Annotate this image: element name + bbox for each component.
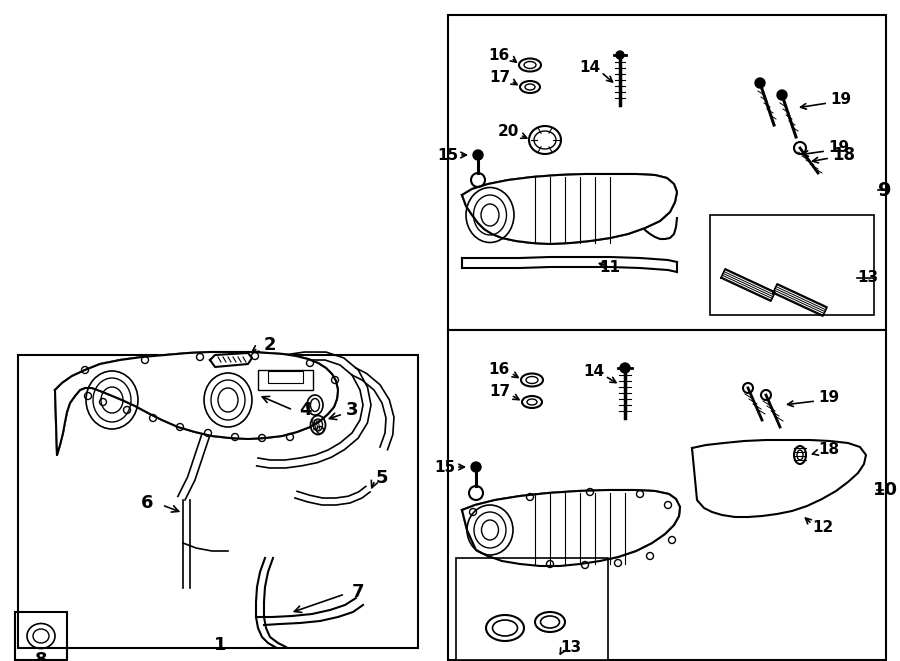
Circle shape: [321, 613, 327, 619]
Bar: [448, 15, 886, 330]
Text: 18: 18: [818, 442, 839, 457]
Text: 15: 15: [436, 147, 458, 163]
Circle shape: [181, 571, 185, 575]
Circle shape: [324, 503, 328, 507]
Circle shape: [181, 498, 185, 502]
Text: 11: 11: [599, 260, 620, 276]
Text: 10: 10: [872, 481, 897, 499]
Circle shape: [232, 368, 238, 373]
Circle shape: [196, 465, 202, 471]
Bar: [456, 558, 608, 660]
Circle shape: [278, 362, 283, 367]
Text: 1: 1: [214, 636, 226, 654]
Circle shape: [325, 358, 330, 364]
Circle shape: [303, 454, 308, 459]
Circle shape: [208, 432, 212, 438]
Text: 7: 7: [352, 583, 365, 601]
Circle shape: [272, 457, 276, 463]
Circle shape: [356, 421, 360, 426]
Circle shape: [308, 500, 312, 504]
Text: 14: 14: [579, 61, 600, 75]
Text: 3: 3: [346, 401, 358, 419]
Text: 19: 19: [818, 391, 839, 405]
Bar: [258, 370, 313, 390]
Text: 5: 5: [376, 469, 388, 487]
Circle shape: [349, 373, 355, 377]
Circle shape: [616, 51, 624, 59]
Circle shape: [190, 482, 195, 487]
Text: 2: 2: [264, 336, 276, 354]
Circle shape: [368, 490, 372, 494]
Circle shape: [777, 90, 787, 100]
Circle shape: [333, 443, 338, 448]
Circle shape: [222, 393, 228, 397]
Circle shape: [213, 416, 218, 421]
Circle shape: [181, 527, 185, 531]
Text: 17: 17: [489, 71, 510, 85]
Circle shape: [265, 619, 271, 625]
Circle shape: [346, 434, 351, 438]
Text: 13: 13: [560, 641, 581, 656]
Circle shape: [293, 617, 299, 623]
Circle shape: [473, 150, 483, 160]
Text: 8: 8: [35, 651, 48, 661]
Text: 18: 18: [832, 146, 855, 164]
Circle shape: [340, 364, 345, 369]
Circle shape: [358, 390, 363, 395]
Circle shape: [226, 383, 231, 389]
Circle shape: [220, 400, 225, 405]
Polygon shape: [462, 490, 680, 566]
Circle shape: [310, 358, 314, 362]
Circle shape: [351, 375, 356, 381]
Text: 19: 19: [828, 141, 849, 155]
Text: 17: 17: [489, 385, 510, 399]
Circle shape: [376, 395, 381, 399]
Text: 12: 12: [812, 520, 833, 535]
Circle shape: [234, 381, 239, 387]
Text: 16: 16: [489, 362, 510, 377]
Circle shape: [181, 542, 185, 546]
Circle shape: [181, 586, 185, 590]
Circle shape: [293, 496, 297, 500]
Circle shape: [181, 557, 185, 561]
Bar: [268, 371, 303, 383]
Circle shape: [382, 428, 388, 433]
Circle shape: [360, 406, 364, 410]
Circle shape: [377, 444, 382, 449]
Circle shape: [364, 381, 369, 387]
Circle shape: [307, 615, 313, 621]
Polygon shape: [55, 352, 338, 455]
Text: 15: 15: [434, 459, 455, 475]
Circle shape: [293, 359, 299, 364]
Circle shape: [382, 410, 387, 416]
Circle shape: [287, 457, 292, 462]
Circle shape: [181, 513, 185, 517]
Text: 13: 13: [857, 270, 878, 286]
Text: 20: 20: [498, 124, 519, 139]
Polygon shape: [462, 174, 677, 244]
Circle shape: [256, 455, 260, 461]
Circle shape: [620, 363, 630, 373]
Circle shape: [248, 373, 252, 377]
Bar: [18, 355, 418, 648]
Circle shape: [183, 498, 187, 502]
Circle shape: [355, 498, 358, 502]
Circle shape: [202, 449, 207, 454]
Circle shape: [279, 618, 285, 624]
Bar: [15, 612, 67, 660]
Circle shape: [339, 502, 344, 506]
Bar: [710, 215, 874, 315]
Circle shape: [755, 78, 765, 88]
Text: 4: 4: [299, 401, 311, 419]
Text: 9: 9: [878, 180, 892, 200]
Text: 6: 6: [140, 494, 153, 512]
Circle shape: [319, 450, 324, 455]
Circle shape: [263, 367, 267, 371]
Bar: [448, 330, 886, 660]
Circle shape: [471, 462, 481, 472]
Text: 19: 19: [830, 93, 851, 108]
Text: 14: 14: [583, 364, 604, 379]
Text: 16: 16: [489, 48, 510, 63]
